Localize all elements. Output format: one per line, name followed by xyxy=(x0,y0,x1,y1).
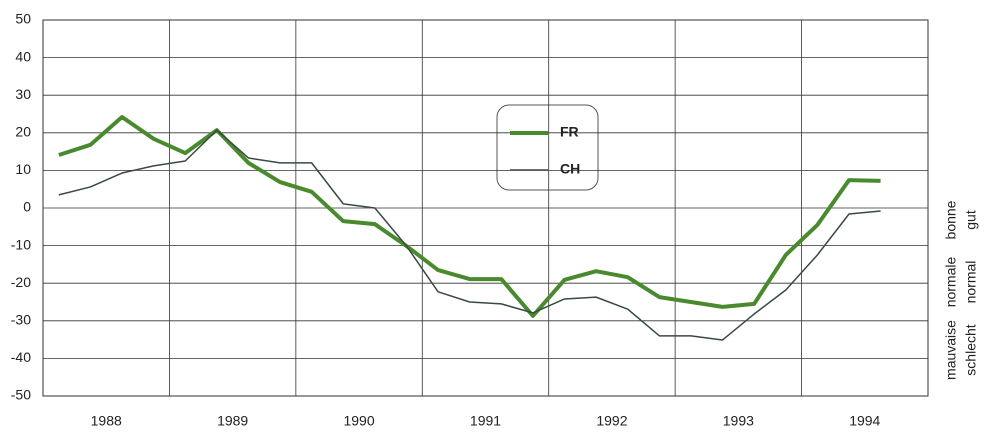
x-tick-label: 1988 xyxy=(91,413,122,429)
axis-annotation: normale xyxy=(943,257,959,308)
y-tick-label: -30 xyxy=(11,312,31,328)
y-tick-label: -50 xyxy=(11,387,31,403)
axis-annotation: bonne xyxy=(943,200,959,239)
y-tick-label: 50 xyxy=(15,11,31,27)
axis-annotation: normal xyxy=(963,261,979,304)
y-tick-label: -20 xyxy=(11,274,31,290)
x-tick-label: 1994 xyxy=(849,413,880,429)
legend-box xyxy=(496,104,599,191)
y-tick-label: 20 xyxy=(15,124,31,140)
x-tick-label: 1989 xyxy=(217,413,248,429)
y-tick-label: 30 xyxy=(15,86,31,102)
legend-label: CH xyxy=(560,161,580,177)
x-tick-label: 1993 xyxy=(723,413,754,429)
axis-annotation: gut xyxy=(963,210,979,230)
legend-label: FR xyxy=(560,124,579,140)
y-tick-label: 0 xyxy=(23,199,31,215)
y-tick-label: -10 xyxy=(11,236,31,252)
axis-annotation: mauvaise xyxy=(943,320,959,380)
x-tick-label: 1992 xyxy=(596,413,627,429)
series-line xyxy=(58,129,881,341)
y-tick-label: 40 xyxy=(15,48,31,64)
axis-annotation: schlecht xyxy=(963,324,979,375)
x-tick-label: 1991 xyxy=(470,413,501,429)
series-line xyxy=(58,115,881,318)
y-tick-label: 10 xyxy=(15,161,31,177)
x-tick-label: 1990 xyxy=(343,413,374,429)
y-tick-label: -40 xyxy=(11,349,31,365)
